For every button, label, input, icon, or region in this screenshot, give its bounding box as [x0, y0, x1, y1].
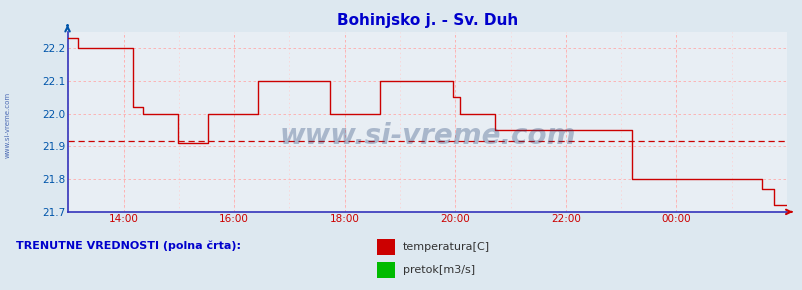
Text: www.si-vreme.com: www.si-vreme.com	[279, 122, 575, 150]
Text: www.si-vreme.com: www.si-vreme.com	[5, 92, 11, 158]
Title: Bohinjsko j. - Sv. Duh: Bohinjsko j. - Sv. Duh	[337, 13, 517, 28]
Text: temperatura[C]: temperatura[C]	[403, 242, 489, 252]
Text: TRENUTNE VREDNOSTI (polna črta):: TRENUTNE VREDNOSTI (polna črta):	[16, 241, 241, 251]
Text: pretok[m3/s]: pretok[m3/s]	[403, 265, 475, 275]
